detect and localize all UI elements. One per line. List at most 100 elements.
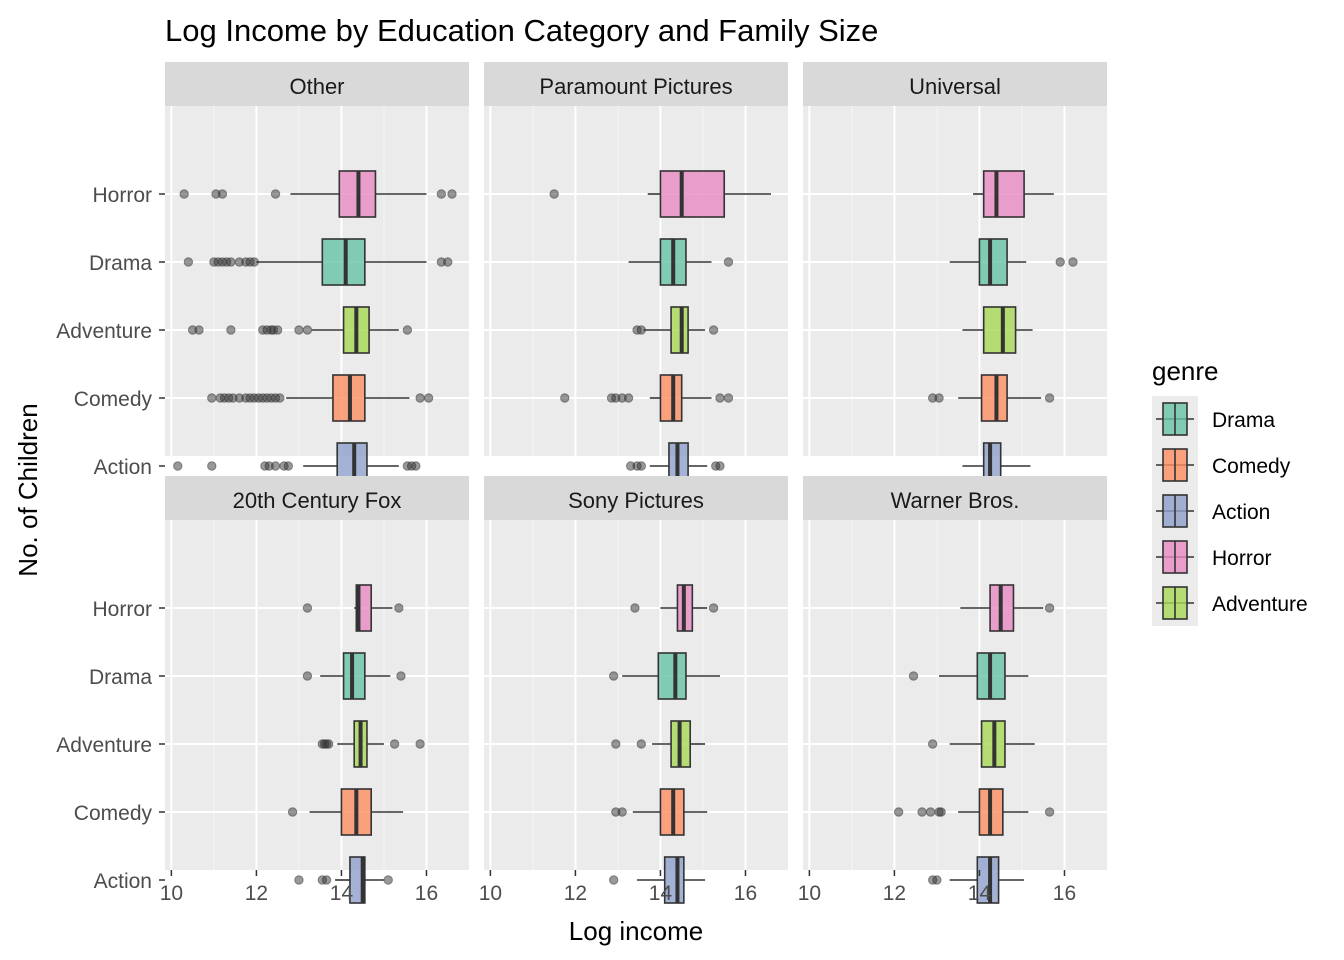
outlier-point	[1044, 807, 1055, 817]
outlier-point	[623, 393, 634, 403]
box-comedy	[207, 374, 434, 422]
box-iqr	[659, 374, 683, 422]
outlier-point	[302, 603, 313, 613]
outlier-point	[173, 461, 183, 471]
facet-panel-warner-bros: Warner Bros. 10 12 14 16	[798, 476, 1107, 905]
x-tick-label: 16	[734, 882, 757, 905]
outlier-point	[321, 875, 332, 885]
box-action	[927, 856, 1025, 904]
outlier-point	[934, 393, 944, 403]
outlier-point	[226, 325, 236, 335]
panel-background	[165, 520, 469, 870]
box-adventure	[927, 720, 1035, 768]
outlier-point	[383, 875, 393, 885]
box-action	[608, 856, 706, 904]
facet-strip-label: Sony Pictures	[568, 488, 704, 513]
y-tick-label: Action	[94, 870, 152, 893]
facet-strip-paramount-pictures	[484, 62, 788, 106]
outlier-point	[927, 739, 938, 749]
outlier-point	[323, 739, 334, 749]
outlier-point	[936, 807, 946, 817]
x-tick-label: 10	[798, 882, 821, 905]
legend-entry-action: Action	[1156, 494, 1270, 528]
legend-entry-comedy: Comedy	[1156, 448, 1291, 482]
outlier-point	[423, 393, 434, 403]
outlier-point	[207, 461, 217, 471]
y-tick-label: Action	[94, 456, 152, 479]
outlier-point	[302, 325, 313, 335]
facet-strip-label: Universal	[909, 74, 1001, 99]
facet-panel-paramount-pictures: Paramount Pictures	[484, 62, 788, 490]
y-tick-label: Horror	[92, 598, 152, 621]
box-horror	[179, 170, 457, 218]
facet-strip-sony-pictures	[484, 476, 788, 520]
outlier-point	[272, 325, 283, 335]
box-iqr	[659, 170, 726, 218]
outlier-point	[715, 393, 725, 403]
box-iqr	[982, 170, 1025, 218]
outlier-point	[396, 671, 406, 681]
box-iqr	[982, 306, 1017, 354]
y-tick-label: Drama	[89, 252, 152, 275]
outlier-point	[270, 461, 281, 471]
box-adventure	[317, 720, 425, 768]
panel-background	[484, 106, 788, 456]
box-horror	[630, 584, 719, 632]
outlier-point	[270, 189, 281, 199]
x-axis-title: Log income	[569, 916, 703, 946]
outlier-point	[617, 807, 627, 817]
outlier-point	[1044, 603, 1055, 613]
facet-strip-label: Other	[289, 74, 344, 99]
outlier-point	[394, 603, 404, 613]
outlier-point	[302, 671, 313, 681]
box-comedy	[611, 788, 708, 836]
y-axis-title: No. of Children	[13, 403, 43, 576]
outlier-point	[708, 603, 719, 613]
outlier-point	[723, 393, 734, 403]
box-adventure	[632, 306, 719, 354]
outlier-point	[611, 739, 621, 749]
legend-label: Action	[1212, 501, 1270, 524]
y-tick-label: Adventure	[56, 734, 152, 757]
box-iqr	[657, 652, 687, 700]
facet-panel-sony-pictures: Sony Pictures 10 12 14 16	[479, 476, 788, 905]
outlier-point	[917, 807, 927, 817]
facet-strip-label: Warner Bros.	[891, 488, 1020, 513]
facet-panels: Other Horror Drama Adventure Comedy Action Par…	[56, 62, 1107, 905]
outlier-point	[415, 739, 425, 749]
outlier-point	[608, 671, 619, 681]
box-iqr	[342, 652, 366, 700]
outlier-point	[294, 325, 304, 335]
box-iqr	[321, 238, 366, 286]
outlier-point	[275, 393, 285, 403]
outlier-point	[287, 807, 298, 817]
legend-entry-drama: Drama	[1156, 402, 1275, 436]
panel-background	[165, 106, 469, 456]
outlier-point	[925, 807, 936, 817]
chart-title: Log Income by Education Category and Fam…	[165, 13, 878, 48]
x-tick-label: 12	[883, 882, 906, 905]
x-tick-label: 16	[415, 882, 438, 905]
outlier-point	[715, 461, 725, 471]
outlier-point	[447, 189, 457, 199]
outlier-point	[294, 875, 304, 885]
outlier-point	[179, 189, 189, 199]
facet-strip-label: 20th Century Fox	[233, 488, 402, 513]
legend-label: Comedy	[1212, 455, 1291, 478]
x-tick-label: 14	[649, 882, 673, 905]
outlier-point	[443, 257, 453, 267]
legend-entry-adventure: Adventure	[1156, 586, 1308, 620]
legend-title: genre	[1152, 356, 1219, 386]
box-horror	[549, 170, 771, 218]
outlier-point	[630, 603, 640, 613]
box-iqr	[978, 238, 1008, 286]
legend-label: Adventure	[1212, 593, 1308, 616]
outlier-point	[415, 393, 425, 403]
facet-panel-universal: Universal	[803, 62, 1107, 490]
outlier-point	[207, 393, 217, 403]
outlier-point	[549, 189, 559, 199]
facet-strip-universal	[803, 62, 1107, 106]
facet-strip-label: Paramount Pictures	[539, 74, 732, 99]
box-horror	[960, 584, 1055, 632]
